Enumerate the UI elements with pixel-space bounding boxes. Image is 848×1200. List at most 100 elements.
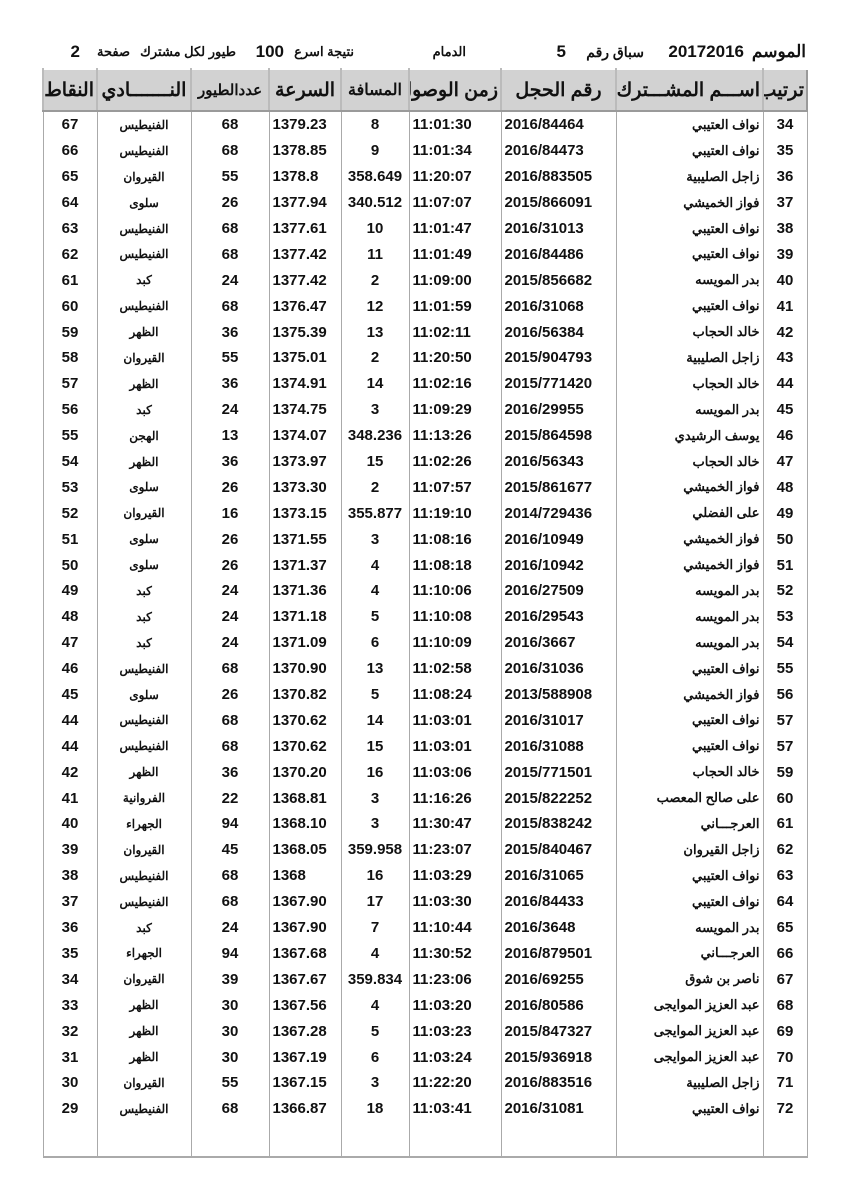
cell-ring: 2016/31081 bbox=[500, 1095, 617, 1122]
cell-birds: 26 bbox=[190, 526, 270, 553]
cell-participant: نواف العتيبي bbox=[615, 293, 764, 320]
cell-birds: 68 bbox=[190, 707, 270, 734]
cell-birds: 24 bbox=[190, 914, 270, 941]
cell-club: كبد bbox=[96, 914, 192, 941]
table-row: 37 فواز الخميشي 2015/866091 11:07:07 340.512… bbox=[42, 189, 808, 216]
cell-rank: 56 bbox=[762, 681, 808, 708]
cell-points: 50 bbox=[42, 552, 98, 579]
cell-arrival: 11:19:10 bbox=[408, 500, 502, 527]
cell-participant: بدر المويسه bbox=[615, 914, 764, 941]
cell-distance: 13 bbox=[340, 319, 410, 346]
cell-distance: 16 bbox=[340, 759, 410, 786]
cell-speed: 1371.09 bbox=[268, 629, 342, 656]
cell-distance: 7 bbox=[340, 914, 410, 941]
cell-arrival: 11:02:11 bbox=[408, 319, 502, 346]
cell-speed: 1368 bbox=[268, 862, 342, 889]
cell-club: كبد bbox=[96, 396, 192, 423]
cell-speed: 1371.37 bbox=[268, 552, 342, 579]
cell-arrival: 11:03:41 bbox=[408, 1095, 502, 1122]
cell-distance: 12 bbox=[340, 293, 410, 320]
cell-speed: 1370.62 bbox=[268, 733, 342, 760]
table-row: 43 زاجل الصليبية 2015/904793 11:20:50 2 1375.… bbox=[42, 345, 808, 371]
cell-ring: 2013/588908 bbox=[500, 681, 617, 708]
cell-birds: 13 bbox=[190, 422, 270, 449]
cell-arrival: 11:07:57 bbox=[408, 474, 502, 501]
cell-birds: 24 bbox=[190, 396, 270, 423]
season-label: الموسم bbox=[751, 42, 806, 61]
cell-points: 60 bbox=[42, 293, 98, 320]
cell-points: 39 bbox=[42, 836, 98, 863]
cell-speed: 1371.18 bbox=[268, 603, 342, 630]
empty-cell bbox=[500, 1121, 617, 1158]
cell-speed: 1367.67 bbox=[268, 966, 342, 993]
cell-participant: نواف العتيبي bbox=[615, 655, 764, 682]
cell-participant: خالد الحجاب bbox=[615, 759, 764, 786]
cell-points: 38 bbox=[42, 862, 98, 889]
empty-cell bbox=[762, 1121, 808, 1158]
col-arrival: زمن الوصول bbox=[408, 68, 502, 112]
cell-club: الجهراء bbox=[96, 811, 192, 837]
cell-ring: 2016/29543 bbox=[500, 603, 617, 630]
cell-participant: بدر المويسه bbox=[615, 629, 764, 656]
empty-cell bbox=[340, 1121, 410, 1158]
cell-points: 34 bbox=[42, 966, 98, 993]
cell-distance: 15 bbox=[340, 448, 410, 475]
cell-points: 57 bbox=[42, 370, 98, 397]
cell-distance: 348.236 bbox=[340, 422, 410, 449]
col-rank: ترتيب bbox=[762, 68, 808, 112]
cell-participant: نواف العتيبي bbox=[615, 241, 764, 268]
cell-distance: 5 bbox=[340, 1018, 410, 1045]
cell-ring: 2016/31068 bbox=[500, 293, 617, 320]
race-number: 5 bbox=[556, 42, 566, 61]
cell-arrival: 11:20:07 bbox=[408, 163, 502, 190]
cell-participant: نواف العتيبي bbox=[615, 862, 764, 889]
cell-club: القيروان bbox=[96, 966, 192, 993]
cell-arrival: 11:03:20 bbox=[408, 992, 502, 1019]
cell-points: 65 bbox=[42, 163, 98, 190]
cell-arrival: 11:22:20 bbox=[408, 1069, 502, 1096]
cell-birds: 68 bbox=[190, 1095, 270, 1122]
table-row: 59 خالد الحجاب 2015/771501 11:03:06 16 1370.2… bbox=[42, 759, 808, 786]
cell-participant: نواف العتيبي bbox=[615, 111, 764, 138]
cell-distance: 10 bbox=[340, 215, 410, 242]
cell-participant: ناصر بن شوق bbox=[615, 966, 764, 993]
cell-club: الفنيطيس bbox=[96, 733, 192, 760]
cell-points: 51 bbox=[42, 526, 98, 553]
col-club: النـــــــادي bbox=[96, 68, 192, 112]
cell-speed: 1377.42 bbox=[268, 241, 342, 268]
cell-ring: 2016/69255 bbox=[500, 966, 617, 993]
cell-ring: 2016/31065 bbox=[500, 862, 617, 889]
cell-speed: 1366.87 bbox=[268, 1095, 342, 1122]
cell-birds: 55 bbox=[190, 1069, 270, 1096]
cell-club: القيروان bbox=[96, 836, 192, 863]
cell-club: القيروان bbox=[96, 1069, 192, 1096]
cell-club: الهجن bbox=[96, 422, 192, 449]
cell-distance: 5 bbox=[340, 603, 410, 630]
cell-club: الفنيطيس bbox=[96, 655, 192, 682]
cell-club: الظهر bbox=[96, 759, 192, 786]
cell-speed: 1378.8 bbox=[268, 163, 342, 190]
cell-arrival: 11:08:16 bbox=[408, 526, 502, 553]
cell-club: القيروان bbox=[96, 345, 192, 371]
cell-participant: فواز الخميشي bbox=[615, 474, 764, 501]
table-row: 45 بدر المويسه 2016/29955 11:09:29 3 1374.75 2… bbox=[42, 396, 808, 423]
cell-rank: 48 bbox=[762, 474, 808, 501]
cell-speed: 1375.39 bbox=[268, 319, 342, 346]
cell-club: كبد bbox=[96, 578, 192, 604]
cell-distance: 8 bbox=[340, 111, 410, 138]
cell-points: 63 bbox=[42, 215, 98, 242]
cell-club: كبد bbox=[96, 267, 192, 294]
cell-participant: العرجـــاني bbox=[615, 811, 764, 837]
cell-rank: 62 bbox=[762, 836, 808, 863]
cell-points: 47 bbox=[42, 629, 98, 656]
cell-participant: بدر المويسه bbox=[615, 396, 764, 423]
cell-participant: زاجل القيروان bbox=[615, 836, 764, 863]
season-value: 20172016 bbox=[668, 42, 744, 61]
table-row: 41 نواف العتيبي 2016/31068 11:01:59 12 1376.4… bbox=[42, 293, 808, 320]
cell-birds: 22 bbox=[190, 785, 270, 812]
cell-rank: 61 bbox=[762, 811, 808, 837]
cell-birds: 24 bbox=[190, 603, 270, 630]
cell-speed: 1367.28 bbox=[268, 1018, 342, 1045]
cell-arrival: 11:02:58 bbox=[408, 655, 502, 682]
cell-arrival: 11:03:06 bbox=[408, 759, 502, 786]
